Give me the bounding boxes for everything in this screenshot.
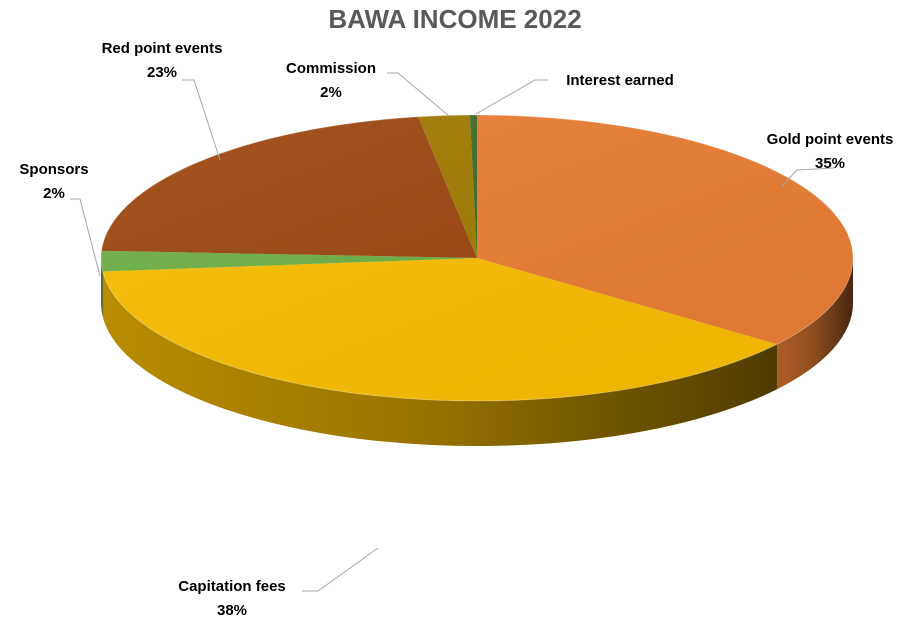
leader-line-gold-point-events bbox=[781, 167, 835, 187]
pie-side-shade-sponsors bbox=[101, 258, 103, 317]
slice-percent-red-point-events: 23% bbox=[147, 64, 177, 81]
leader-line-interest-earned bbox=[475, 79, 548, 115]
pie-side-shade-capitation-fees bbox=[102, 271, 777, 446]
slice-percent-sponsors: 2% bbox=[43, 185, 65, 202]
pie-top-rim bbox=[100, 114, 854, 402]
slice-label-red-point-events: Red point events bbox=[102, 40, 223, 57]
slice-label-sponsors: Sponsors bbox=[19, 161, 88, 178]
slice-label-commission: Commission bbox=[286, 60, 376, 77]
slice-label-gold-point-events: Gold point events bbox=[767, 131, 894, 148]
leader-line-sponsors bbox=[70, 198, 101, 277]
slice-label-interest-earned: Interest earned bbox=[566, 72, 674, 89]
slice-percent-capitation-fees: 38% bbox=[217, 602, 247, 619]
slice-percent-gold-point-events: 35% bbox=[815, 155, 845, 172]
chart-title: BAWA INCOME 2022 bbox=[328, 4, 582, 34]
slice-label-capitation-fees: Capitation fees bbox=[178, 578, 286, 595]
leader-line-commission bbox=[387, 72, 450, 117]
leader-line-red-point-events bbox=[182, 79, 221, 161]
slice-percent-commission: 2% bbox=[320, 84, 342, 101]
pie-side-shade-gold-point-events bbox=[776, 258, 853, 390]
leader-line-capitation-fees bbox=[302, 547, 379, 592]
